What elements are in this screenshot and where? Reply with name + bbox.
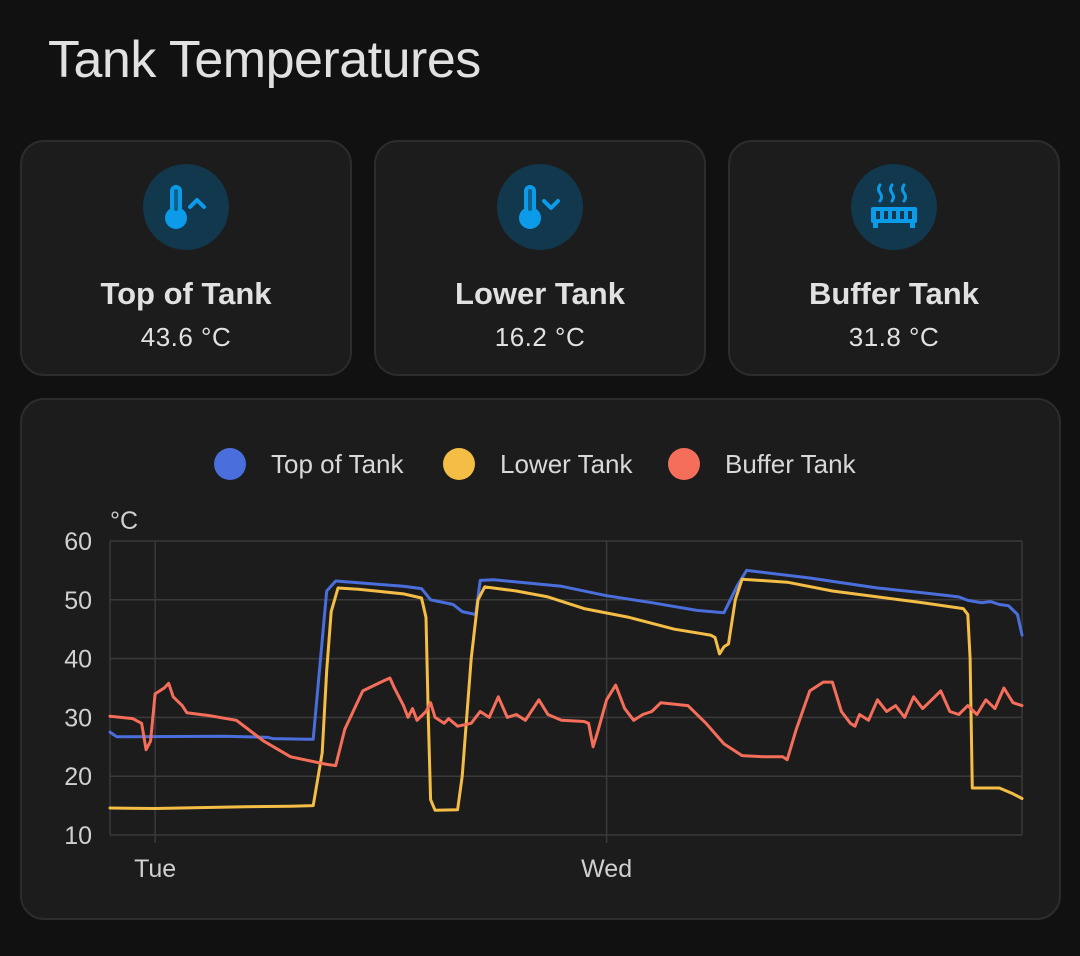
y-tick-label: 60 [64,528,92,556]
series-line-lower-tank [108,577,1024,812]
y-tick-label: 50 [64,587,92,615]
legend-label: Top of Tank [271,449,405,479]
y-tick-label: 40 [64,646,92,674]
card-name: Buffer Tank [809,276,979,311]
thermometer-chevron-up-icon [143,164,229,250]
card-top-of-tank[interactable]: Top of Tank 43.6 °C [20,140,352,376]
y-tick-label: 30 [64,704,92,732]
card-value: 31.8 °C [848,322,940,352]
series-line-buffer-tank [108,676,1024,768]
legend-swatch [443,448,475,480]
y-tick-label: 10 [64,822,92,850]
temperature-chart: 60 50 40 30 20 10 Tue Wed °C Top of Tank Lower Tan… [64,448,1024,883]
y-tick-label: 20 [64,763,92,791]
card-name: Lower Tank [455,276,625,311]
x-tick-label: Tue [134,855,176,883]
radiator-icon [851,164,937,250]
y-axis-label: °C [110,507,138,535]
legend-label: Lower Tank [500,449,633,479]
card-buffer-tank[interactable]: Buffer Tank 31.8 °C [728,140,1060,376]
card-lower-tank[interactable]: Lower Tank 16.2 °C [374,140,706,376]
card-value: 16.2 °C [494,322,586,352]
page-title: Tank Temperatures [48,31,481,89]
history-graph-card: 60 50 40 30 20 10 Tue Wed °C Top of Tank Lower Tan… [20,398,1061,920]
x-tick-label: Wed [581,855,632,883]
series-line-top-of-tank [108,568,1024,741]
thermometer-chevron-down-icon [497,164,583,250]
legend-swatch [668,448,700,480]
card-value: 43.6 °C [140,322,232,352]
card-name: Top of Tank [100,276,272,311]
legend-label: Buffer Tank [725,449,857,479]
legend-swatch [214,448,246,480]
